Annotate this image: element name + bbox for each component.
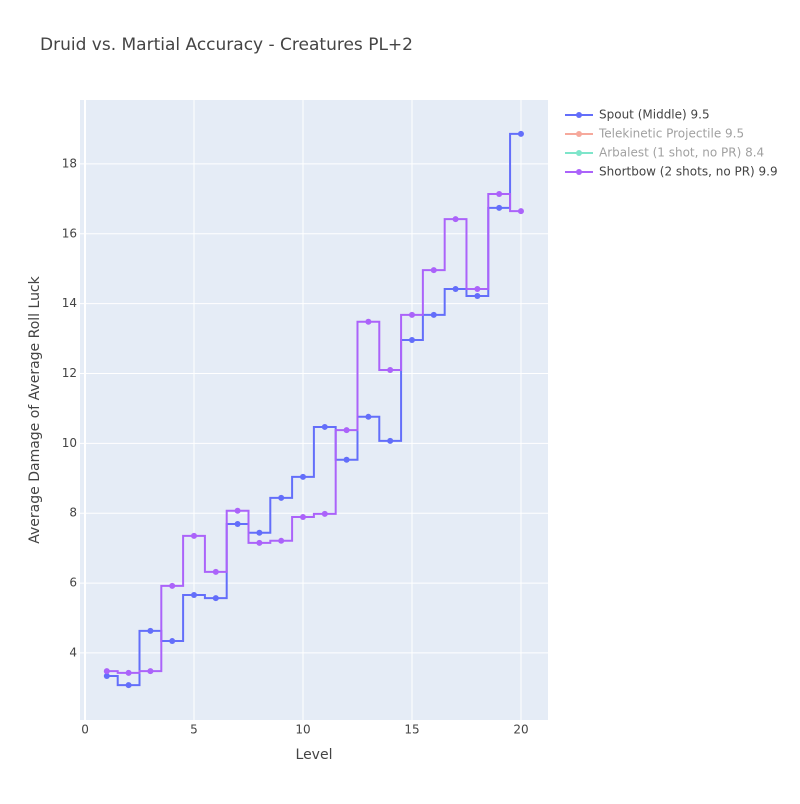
x-tick-label: 0 [81,723,89,737]
data-point [299,473,306,480]
data-point [169,582,176,589]
data-point [343,427,350,434]
data-point [256,529,263,536]
legend-label: Arbalest (1 shot, no PR) 8.4 [599,146,764,160]
data-point [278,537,285,544]
legend-label: Telekinetic Projectile 9.5 [598,127,744,141]
data-point [343,456,350,463]
data-point [474,285,481,292]
legend-marker [576,169,582,175]
legend-item[interactable]: Shortbow (2 shots, no PR) 9.9 [565,165,778,179]
legend-item[interactable]: Arbalest (1 shot, no PR) 8.4 [565,146,764,160]
legend-marker [576,112,582,118]
data-point [278,494,285,501]
data-point [387,367,394,374]
data-point [365,318,372,325]
data-point [387,437,394,444]
data-point [452,216,459,223]
data-point [212,568,219,575]
y-axis-title: Average Damage of Average Roll Luck [27,275,43,543]
y-tick-label: 4 [69,645,77,659]
y-tick-label: 12 [62,366,77,380]
data-point [517,208,524,215]
data-point [256,539,263,546]
x-tick-label: 10 [295,723,310,737]
data-point [430,311,437,318]
x-axis-title: Level [296,747,333,763]
x-tick-label: 20 [513,723,528,737]
data-point [517,130,524,137]
data-point [125,669,132,676]
series-line [106,132,521,687]
chart-title: Druid vs. Martial Accuracy - Creatures P… [40,35,413,55]
legend-item[interactable]: Telekinetic Projectile 9.5 [565,127,744,141]
y-tick-label: 6 [69,576,77,590]
y-tick-label: 10 [62,436,77,450]
data-point [191,591,198,598]
data-point [496,190,503,197]
legend-label: Shortbow (2 shots, no PR) 9.9 [599,165,778,179]
data-point [169,638,176,645]
y-tick-label: 14 [62,296,77,310]
data-point [474,292,481,299]
data-point [365,413,372,420]
y-tick-label: 8 [69,506,77,520]
data-point [408,336,415,343]
data-point [496,204,503,211]
legend-marker [576,131,582,137]
x-tick-label: 15 [404,723,419,737]
data-point [430,267,437,274]
data-point [321,510,328,517]
data-point [212,595,219,602]
y-tick-label: 16 [62,226,77,240]
data-point [321,423,328,430]
data-point [452,285,459,292]
data-point [234,521,241,528]
data-point [299,514,306,521]
legend-label: Spout (Middle) 9.5 [599,108,710,122]
data-point [125,682,132,689]
series-line [106,192,521,674]
data-point [191,532,198,539]
data-point [147,668,154,675]
legend-item[interactable]: Spout (Middle) 9.5 [565,108,710,122]
data-point [103,668,110,675]
y-tick-label: 18 [62,156,77,170]
legend-marker [576,150,582,156]
x-tick-label: 5 [190,723,198,737]
data-point [234,507,241,514]
data-point [103,672,110,679]
plot-area [80,100,548,720]
data-point [408,311,415,318]
data-point [147,627,154,634]
